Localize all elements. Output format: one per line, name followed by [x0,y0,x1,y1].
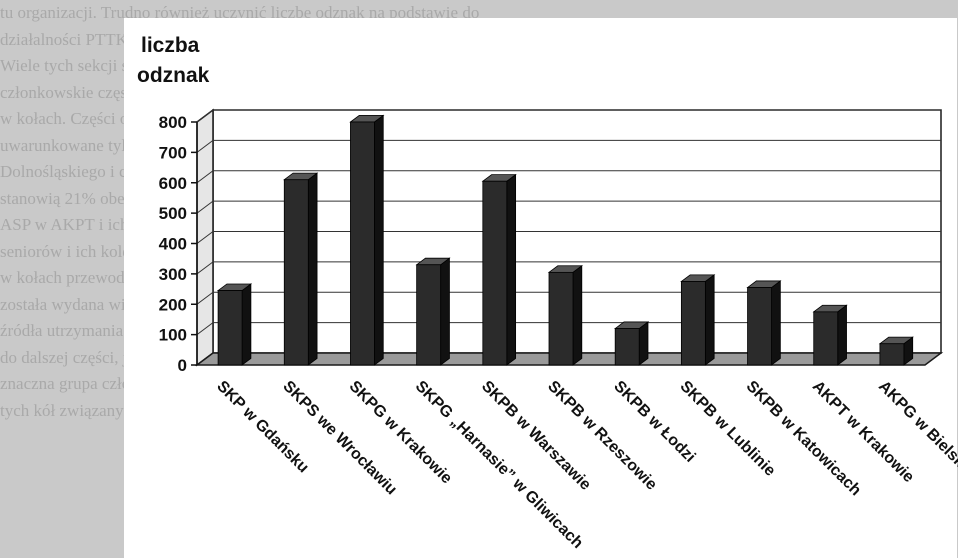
bar [747,287,772,366]
y-tick-label: 0 [178,356,187,375]
background-text-line: tu organizacji. Trudno również uczynić l… [0,3,480,22]
bar [283,179,309,366]
bar-side [771,280,781,366]
bar [813,311,839,366]
bar-side [307,172,318,366]
bar [680,281,706,366]
bar-side [837,304,847,366]
bar-side [572,264,583,366]
y-tick-label: 600 [159,174,187,193]
bar [482,180,508,366]
bar-side [440,257,450,366]
bar-side [704,274,715,366]
bar-side [506,173,517,366]
y-tick-label: 700 [159,143,187,162]
gridline-side [196,322,214,336]
y-tick-label: 100 [159,326,187,345]
bar [416,264,442,366]
x-tick-label: SKPB w Warszawie [478,378,594,494]
gridline-side [196,170,214,184]
gridline-side [196,291,214,305]
bar-side [374,114,384,366]
gridline-side [196,139,214,153]
x-tick-label: SKPB w Katowicach [743,378,864,499]
gridline-side [196,231,214,244]
y-axis-label-line-1: liczba [141,34,200,57]
gridline-side [196,261,214,275]
bar [614,328,640,366]
y-tick-label: 300 [159,265,187,284]
y-tick-label: 200 [159,295,187,314]
bar-side [241,283,252,366]
gridline-side [196,109,214,123]
bar-side [638,321,649,366]
bar [548,271,574,366]
bar [217,290,243,366]
bar [350,121,375,366]
x-tick-label: SKPS we Wrocławiu [279,378,400,499]
x-tick-label: SKPB w Rzeszowie [544,378,660,494]
y-tick-label: 500 [159,204,187,223]
bar [879,343,905,366]
y-axis-label-line-2: odznak [137,64,210,87]
y-tick-label: 400 [159,235,187,254]
y-tick-label: 800 [159,113,187,132]
gridline-side [196,200,214,214]
